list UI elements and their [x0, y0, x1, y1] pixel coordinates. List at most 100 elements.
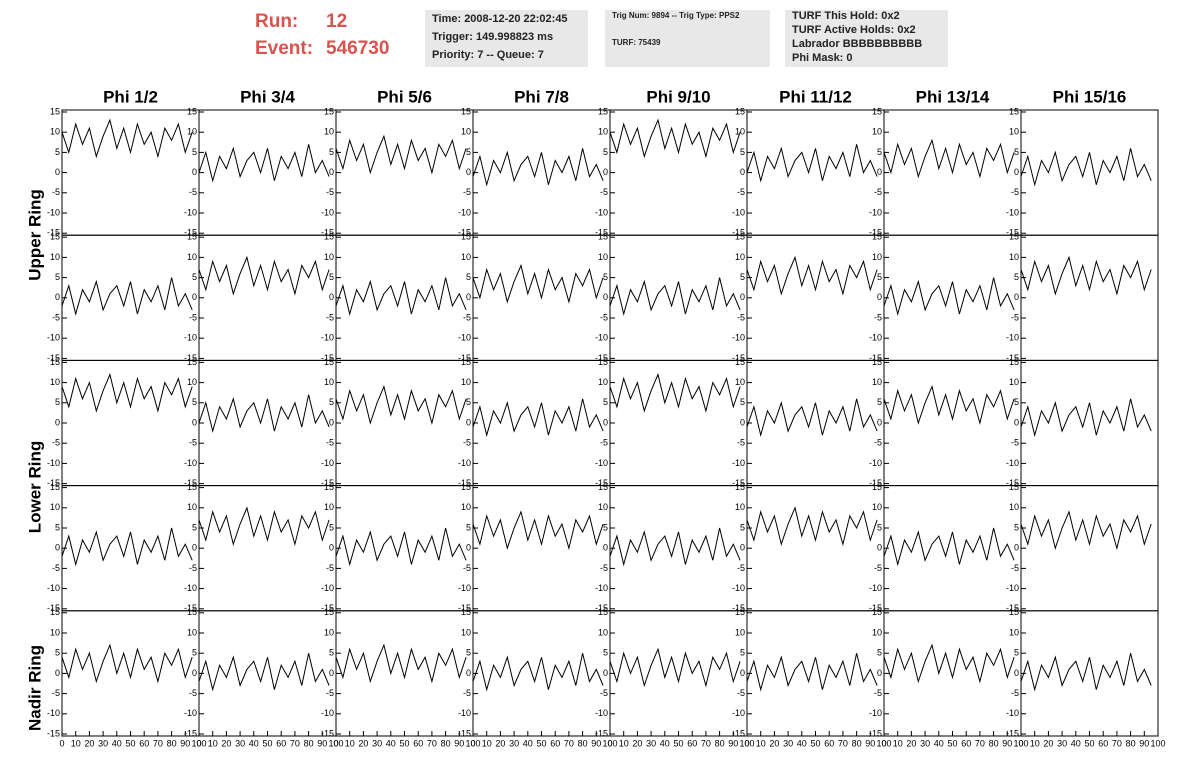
y-tick-label: -5	[189, 438, 197, 448]
waveform	[472, 398, 604, 438]
waveform	[61, 527, 193, 567]
y-tick-label: 15	[598, 482, 608, 492]
y-tick-label: 0	[877, 167, 882, 177]
x-tick-label: 70	[701, 738, 711, 748]
x-tick-label: 0	[1018, 738, 1023, 748]
y-tick-label: 5	[1014, 397, 1019, 407]
waveform	[1020, 255, 1152, 296]
y-tick-label: 0	[466, 167, 471, 177]
event-label: Event:	[255, 38, 313, 59]
y-tick-label: 10	[1009, 502, 1019, 512]
x-tick-label: 70	[564, 738, 574, 748]
y-tick-label: 10	[324, 127, 334, 137]
y-tick-label: 15	[735, 357, 745, 367]
x-tick-label: 60	[139, 738, 149, 748]
y-tick-label: 5	[55, 522, 60, 532]
y-tick-label: 15	[872, 106, 882, 116]
y-tick-label: 15	[324, 232, 334, 242]
waveform	[883, 385, 1015, 425]
x-tick-label: 20	[495, 738, 505, 748]
y-tick-label: 5	[329, 648, 334, 658]
event-number: 546730	[326, 38, 389, 59]
y-tick-label: -15	[458, 228, 471, 238]
y-tick-label: 10	[735, 502, 745, 512]
x-tick-label: 50	[947, 738, 957, 748]
y-tick-label: 15	[872, 482, 882, 492]
y-tick-label: 10	[461, 502, 471, 512]
y-tick-label: -10	[595, 207, 608, 217]
x-tick-label: 30	[509, 738, 519, 748]
y-tick-label: -10	[595, 708, 608, 718]
x-tick-label: 10	[1030, 738, 1040, 748]
y-tick-label: -5	[326, 187, 334, 197]
x-tick-label: 0	[607, 738, 612, 748]
y-tick-label: -10	[869, 458, 882, 468]
y-tick-label: -10	[732, 708, 745, 718]
panel-frame	[335, 234, 474, 361]
y-tick-label: 10	[187, 377, 197, 387]
y-tick-label: 5	[877, 147, 882, 157]
waveform	[609, 372, 741, 413]
y-tick-label: -10	[1006, 708, 1019, 718]
waveform	[61, 277, 193, 316]
waveform	[472, 510, 604, 551]
y-tick-label: 15	[1009, 607, 1019, 617]
y-tick-label: -15	[732, 728, 745, 738]
y-tick-label: 5	[877, 272, 882, 282]
y-tick-label: 15	[461, 482, 471, 492]
y-tick-label: -15	[1006, 353, 1019, 363]
y-tick-label: 0	[603, 543, 608, 553]
y-tick-label: -5	[463, 187, 471, 197]
y-tick-label: 10	[735, 252, 745, 262]
y-tick-label: -5	[600, 187, 608, 197]
y-tick-label: 15	[735, 482, 745, 492]
y-tick-label: -10	[732, 207, 745, 217]
y-tick-label: -5	[737, 563, 745, 573]
waveform	[335, 134, 467, 175]
waveform	[746, 653, 878, 692]
y-tick-label: 15	[461, 357, 471, 367]
y-tick-label: 5	[466, 397, 471, 407]
waveform	[883, 277, 1015, 316]
x-tick-label: 60	[824, 738, 834, 748]
y-tick-label: 0	[329, 543, 334, 553]
y-tick-label: -10	[184, 333, 197, 343]
x-tick-label: 50	[673, 738, 683, 748]
y-tick-label: 5	[329, 397, 334, 407]
y-tick-label: 10	[1009, 127, 1019, 137]
y-tick-label: 15	[461, 232, 471, 242]
x-tick-label: 60	[961, 738, 971, 748]
x-tick-label: 40	[386, 738, 396, 748]
y-tick-label: 5	[877, 397, 882, 407]
x-tick-label: 50	[810, 738, 820, 748]
panel-frame	[61, 234, 200, 361]
y-tick-label: 0	[55, 167, 60, 177]
y-tick-label: -15	[184, 353, 197, 363]
x-tick-label: 50	[125, 738, 135, 748]
x-tick-label: 20	[632, 738, 642, 748]
y-tick-label: 5	[55, 147, 60, 157]
info-text: Labrador BBBBBBBBBB	[792, 38, 922, 50]
x-tick-label: 40	[523, 738, 533, 748]
y-tick-label: 10	[50, 627, 60, 637]
y-tick-label: -15	[869, 603, 882, 613]
panel-frame	[335, 485, 474, 612]
panel-frame	[472, 359, 611, 487]
y-tick-label: -10	[47, 708, 60, 718]
y-tick-label: 15	[187, 482, 197, 492]
y-tick-label: 15	[1009, 232, 1019, 242]
y-tick-label: 15	[461, 106, 471, 116]
y-tick-label: 0	[466, 668, 471, 678]
y-tick-label: 10	[461, 377, 471, 387]
y-tick-label: 0	[55, 417, 60, 427]
y-tick-label: 15	[50, 607, 60, 617]
x-tick-label: 10	[756, 738, 766, 748]
y-tick-label: 0	[603, 668, 608, 678]
y-tick-label: 15	[50, 106, 60, 116]
x-tick-label: 20	[769, 738, 779, 748]
x-tick-label: 30	[920, 738, 930, 748]
x-tick-label: 70	[1112, 738, 1122, 748]
x-tick-label: 100	[602, 738, 617, 748]
y-tick-label: -10	[1006, 207, 1019, 217]
waveform	[335, 643, 467, 684]
